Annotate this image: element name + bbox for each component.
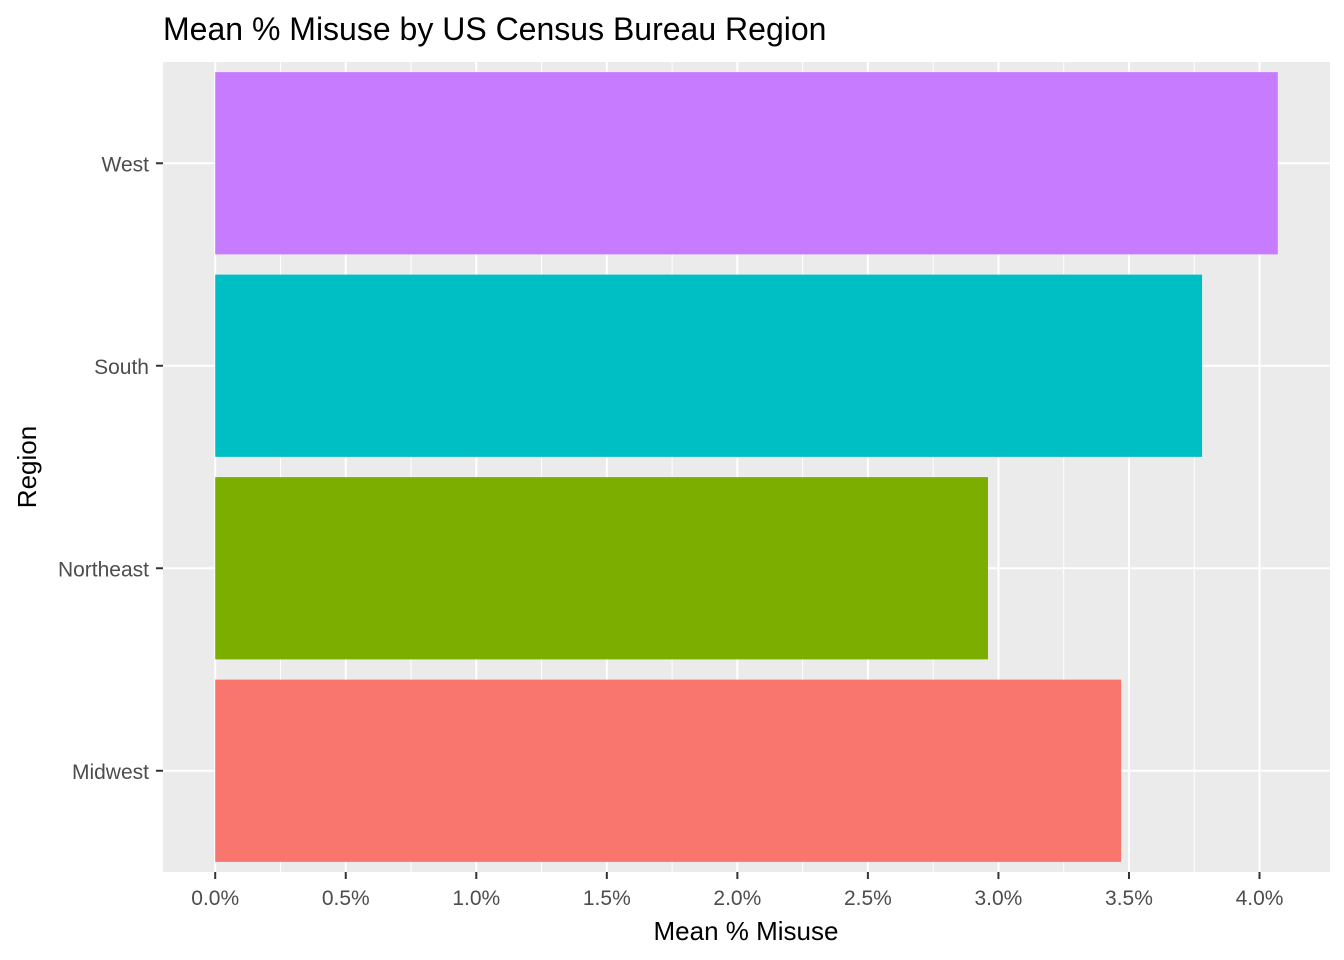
y-axis-title: Region [12, 426, 42, 508]
bar-west [215, 72, 1278, 255]
y-tick-label: West [102, 153, 150, 176]
x-tick-label: 4.0% [1236, 887, 1284, 910]
x-tick-label: 3.0% [974, 887, 1022, 910]
x-tick-label: 0.0% [191, 887, 239, 910]
y-tick-label: South [94, 356, 149, 379]
bars [215, 72, 1278, 862]
x-axis-title: Mean % Misuse [654, 916, 839, 946]
bar-northeast [215, 477, 988, 660]
x-axis: 0.0% 0.5% 1.0% 1.5% 2.0% 2.5% 3.0% 3.5% 4.0% [191, 872, 1283, 910]
x-tick-label: 1.5% [583, 887, 631, 910]
bar-midwest [215, 679, 1122, 862]
x-tick-label: 2.0% [713, 887, 761, 910]
x-tick-label: 2.5% [844, 887, 892, 910]
bar-south [215, 274, 1203, 457]
x-tick-label: 3.5% [1105, 887, 1153, 910]
y-tick-label: Northeast [58, 558, 149, 581]
x-tick-label: 0.5% [322, 887, 370, 910]
y-tick-label: Midwest [72, 761, 149, 784]
y-axis: Midwest Northeast South West [58, 153, 163, 784]
chart-title: Mean % Misuse by US Census Bureau Region [163, 11, 826, 47]
x-tick-label: 1.0% [452, 887, 500, 910]
